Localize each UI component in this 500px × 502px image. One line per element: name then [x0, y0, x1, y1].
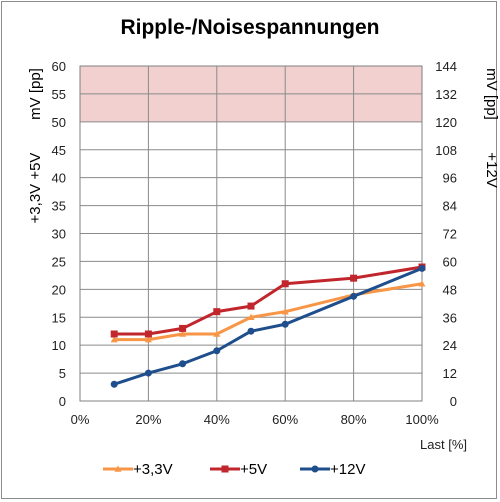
y-left-unit-label: mV [pp] — [27, 68, 44, 120]
data-point — [281, 308, 289, 315]
y-right-tick-label: 24 — [443, 338, 457, 353]
y-right-tick-label: 120 — [435, 115, 457, 130]
data-point — [114, 465, 122, 472]
series-+12V — [110, 264, 426, 388]
y-right-tick-label: 60 — [443, 254, 457, 269]
data-point — [221, 465, 229, 473]
series-line — [114, 282, 423, 342]
y-right-tick-label: 144 — [435, 59, 457, 74]
y-left-tick-label: 40 — [52, 171, 66, 186]
data-point — [110, 330, 118, 338]
data-point — [144, 369, 152, 377]
data-point — [179, 330, 187, 337]
data-point — [110, 336, 118, 343]
x-tick-label: 100% — [405, 412, 439, 427]
series-line — [114, 265, 423, 336]
data-point — [281, 280, 289, 288]
x-tick-label: 40% — [204, 412, 230, 427]
x-tick-label: 20% — [135, 412, 161, 427]
x-tick-labels: 0% 20% 40% 60% 80% 100% — [71, 412, 439, 427]
y-left-tick-label: 20 — [52, 282, 66, 297]
legend-label: +12V — [330, 461, 365, 478]
x-tick-label: 60% — [272, 412, 298, 427]
y-right-tick-label: 12 — [443, 366, 457, 381]
legend-item: +12V — [300, 461, 365, 478]
y-left-tick-labels: 0 5 10 15 20 25 30 35 40 45 50 55 60 — [52, 59, 66, 409]
y-left-tick-label: 25 — [52, 254, 66, 269]
data-point — [418, 280, 426, 287]
x-tick-label: 0% — [71, 412, 90, 427]
plot-area — [79, 65, 423, 402]
data-point — [179, 324, 187, 332]
data-point — [281, 320, 289, 328]
data-point — [247, 302, 255, 310]
y-left-tick-label: 0 — [59, 394, 66, 409]
data-point — [179, 360, 187, 368]
legend-item: +5V — [210, 461, 267, 478]
y-right-tick-label: 48 — [443, 282, 457, 297]
y-left-tick-label: 35 — [52, 199, 66, 214]
data-point — [110, 380, 118, 388]
y-right-tick-labels: 0 12 24 36 48 60 72 84 96 108 120 132 144 — [435, 59, 457, 409]
legend-item: +3,3V — [103, 461, 173, 478]
legend: +3,3V +5V +12V — [103, 461, 365, 478]
x-tick-label: 80% — [341, 412, 367, 427]
y-left-tick-label: 45 — [52, 143, 66, 158]
y-left-axis-title: +3,3V +5V — [27, 153, 44, 224]
y-right-unit-label: mV [pp] — [483, 68, 500, 120]
y-left-tick-label: 50 — [52, 115, 66, 130]
y-left-tick-label: 15 — [52, 310, 66, 325]
y-left-tick-label: 60 — [52, 59, 66, 74]
chart-title: Ripple-/Noisespannungen — [120, 16, 379, 39]
series-line — [113, 267, 423, 386]
data-point — [213, 347, 221, 355]
y-right-tick-label: 96 — [443, 171, 457, 186]
y-left-tick-label: 5 — [59, 366, 66, 381]
y-right-tick-label: 132 — [435, 87, 457, 102]
grid-lines — [79, 65, 423, 402]
y-right-tick-label: 84 — [443, 199, 457, 214]
data-point — [311, 465, 319, 473]
y-right-tick-label: 0 — [450, 394, 457, 409]
y-right-axis-title: +12V — [483, 152, 500, 187]
y-right-tick-label: 108 — [435, 143, 457, 158]
data-point — [213, 308, 221, 316]
y-right-tick-label: 36 — [443, 310, 457, 325]
x-axis-title: Last [%] — [420, 437, 467, 452]
data-point — [144, 330, 152, 338]
data-point — [247, 327, 255, 335]
legend-label: +3,3V — [133, 461, 173, 478]
legend-label: +5V — [240, 461, 267, 478]
y-left-tick-label: 10 — [52, 338, 66, 353]
series-layer — [110, 263, 426, 388]
data-point — [418, 264, 426, 272]
y-right-tick-label: 72 — [443, 227, 457, 242]
data-point — [213, 330, 221, 337]
y-left-tick-label: 55 — [52, 87, 66, 102]
y-left-tick-label: 30 — [52, 227, 66, 242]
data-point — [350, 292, 358, 300]
data-point — [247, 313, 255, 321]
data-point — [144, 336, 152, 343]
data-point — [350, 274, 358, 282]
series-+3,3V — [110, 280, 426, 343]
